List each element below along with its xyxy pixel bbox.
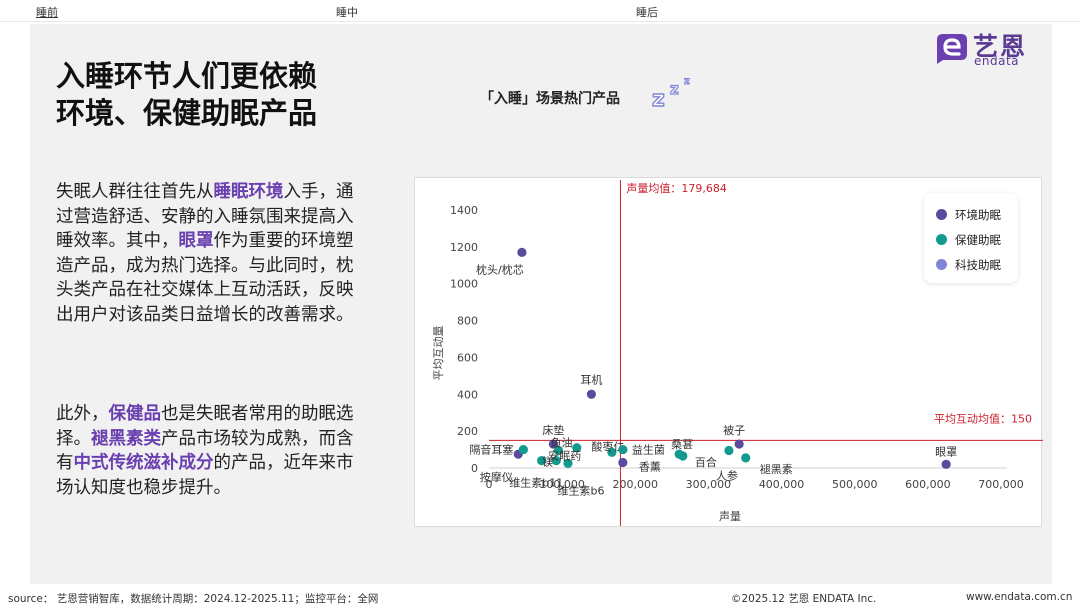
svg-text:z: z [684, 76, 690, 87]
data-point-床垫 [548, 439, 558, 449]
para2-run-3: 褪黑素类 [91, 428, 161, 449]
data-label-酸枣仁: 酸枣仁 [591, 439, 624, 453]
data-point-被子 [734, 439, 744, 449]
data-label-隔音耳塞: 隔音耳塞 [469, 443, 513, 457]
legend-dot-health [936, 234, 947, 245]
page-title-line-1: 入睡环节人们更依赖 [56, 59, 318, 93]
para2-run-0: 此外， [56, 404, 109, 424]
y-tick-label: 200 [457, 425, 478, 438]
x-tick-label: 200,000 [613, 478, 659, 491]
data-point-隔音耳塞 [518, 444, 528, 455]
data-label-镁: 镁 [542, 455, 553, 469]
mean-volume-label: 声量均值：179,684 [626, 181, 727, 195]
data-point-镁 [537, 456, 547, 466]
footer-website[interactable]: www.endata.com.cn [966, 591, 1073, 603]
data-label-按摩仪: 按摩仪 [480, 470, 513, 484]
para1-run-2: 入手，通过营造舒适、安静的入睡氛围来提高入睡效率。其中， [56, 182, 354, 251]
data-point-百合 [678, 451, 688, 461]
x-tick-label: 300,000 [686, 478, 732, 491]
data-point-酸枣仁 [607, 447, 617, 457]
para1-run-3: 眼罩 [178, 231, 214, 251]
para2-run-6: 的产品，近年来市场认知度也稳步提升。 [56, 453, 354, 498]
y-axis-title: 平均互动量 [432, 326, 445, 381]
legend-dot-tech [936, 259, 947, 270]
data-point-枕头/枕芯 [517, 247, 527, 257]
data-point-益生菌 [618, 444, 628, 455]
y-tick-label: 1400 [450, 204, 478, 217]
footer-source: source： 艺恩营销智库，数据统计周期：2024.12-2025.11；监控… [8, 593, 379, 605]
nav-tab-after-sleep[interactable]: 睡后 [636, 6, 658, 19]
legend-label-env: 环境助眠 [955, 208, 1001, 222]
data-label-桑葚: 桑葚 [671, 438, 693, 451]
page-title-line-2: 环境、保健助眠产品 [56, 96, 318, 130]
data-point-维生素b6 [563, 458, 573, 468]
data-point-耳机 [586, 389, 596, 399]
y-tick-label: 1200 [450, 241, 478, 254]
data-label-被子: 被子 [723, 424, 745, 437]
paragraph-supplements: 此外，保健品也是失眠者常用的助眠选择。褪黑素类产品市场较为成熟，而含有中式传统滋… [56, 402, 356, 500]
para1-run-0: 失眠人群往往首先从 [56, 182, 214, 202]
para2-run-5: 中式传统滋补成分 [73, 453, 214, 473]
data-label-香薰: 香薰 [639, 459, 661, 473]
y-tick-label: 400 [457, 388, 478, 401]
data-label-枕头/枕芯: 枕头/枕芯 [476, 262, 524, 276]
data-label-人参: 人参 [716, 468, 738, 482]
svg-text:z: z [670, 80, 679, 98]
data-point-眼罩 [941, 459, 951, 469]
para1-run-4: 作为重要的环境塑造产品，成为热门选择。与此同时，枕头类产品在社交媒体上互动活跃，… [56, 231, 354, 325]
x-tick-label: 100,000 [539, 478, 585, 491]
x-tick-label: 600,000 [905, 478, 951, 491]
paragraph-environment: 失眠人群往往首先从睡眠环境入手，通过营造舒适、安静的入睡氛围来提高入睡效率。其中… [56, 180, 356, 327]
x-tick-label: 400,000 [759, 478, 805, 491]
data-label-安眠药: 安眠药 [548, 449, 581, 463]
data-point-褪黑素 [741, 453, 751, 463]
endata-logo: 艺恩 endata [933, 27, 1048, 71]
data-point-香薰 [618, 457, 628, 468]
data-label-褪黑素: 褪黑素 [760, 462, 793, 476]
legend-dot-env [936, 209, 947, 220]
data-label-床垫: 床垫 [542, 423, 564, 437]
logo-text-cn: 艺恩 [973, 32, 1028, 61]
data-point-维生素b11 [551, 456, 561, 466]
y-tick-label: 800 [457, 315, 478, 328]
data-label-眼罩: 眼罩 [935, 445, 957, 458]
y-tick-label: 0 [471, 462, 478, 475]
para2-run-4: 产品市场较为成熟，而含有 [56, 428, 354, 474]
x-tick-label: 500,000 [832, 478, 878, 491]
data-label-耳机: 耳机 [580, 372, 602, 386]
scatter-chart-svg: 0 200 400 600 800 1000 1200 1400 0 100,000 200,000… [432, 180, 1043, 526]
y-tick-label: 600 [457, 351, 478, 364]
chart-legend: 环境助眠 保健助眠 科技助眠 [924, 193, 1018, 283]
mean-interaction-label: 平均互动均值：150 [934, 412, 1032, 425]
logo-text-en: endata [974, 54, 1020, 68]
para2-run-2: 也是失眠者常用的助眠选择。 [56, 404, 354, 449]
footer-copyright: ©2025.12 艺恩 ENDATA Inc. [731, 593, 877, 605]
svg-text:z: z [652, 87, 665, 110]
data-label-百合: 百合 [695, 455, 717, 469]
y-tick-label: 1000 [450, 278, 478, 291]
data-label-鱼油: 鱼油 [550, 435, 572, 449]
legend-label-health: 保健助眠 [955, 233, 1001, 247]
data-point-人参 [724, 445, 734, 456]
x-axis-title: 声量 [719, 509, 741, 523]
endata-logo-icon [937, 34, 967, 64]
data-label-维生素b11: 维生素b11 [509, 476, 563, 490]
para1-run-1: 睡眠环境 [213, 182, 284, 202]
x-tick-label: 0 [486, 478, 493, 491]
data-label-益生菌: 益生菌 [632, 443, 665, 457]
sleep-zzz-icon: z z z [651, 76, 690, 111]
x-tick-label: 700,000 [978, 478, 1024, 491]
data-label-维生素b6: 维生素b6 [558, 483, 605, 497]
data-point-安眠药 [572, 443, 582, 453]
page-title: 入睡环节人们更依赖 环境、保健助眠产品 [56, 58, 386, 132]
chart-title: 「入睡」场景热门产品 [480, 91, 620, 107]
nav-tab-during-sleep[interactable]: 睡中 [336, 6, 358, 19]
para2-run-1: 保健品 [108, 404, 162, 424]
legend-label-tech: 科技助眠 [955, 258, 1001, 272]
top-nav: 睡前 睡中 睡后 [0, 0, 1080, 22]
nav-tab-before-sleep[interactable]: 睡前 [36, 6, 58, 19]
data-point-鱼油 [553, 445, 564, 456]
